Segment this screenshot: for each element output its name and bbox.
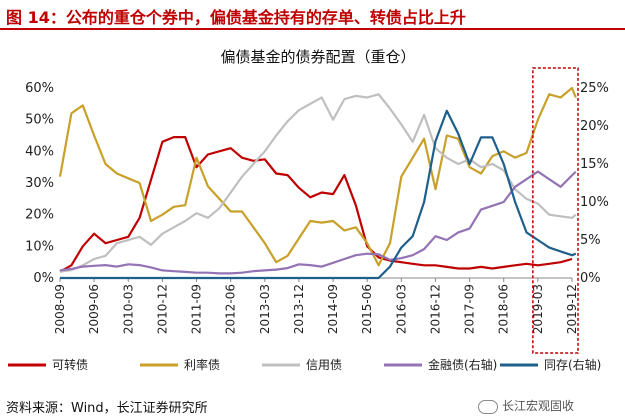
- legend: 可转债 利率债 信用债 金融债(右轴) 同存(右轴): [8, 357, 601, 372]
- y-right-tick-label: 10%: [580, 195, 609, 210]
- y-right-tick-label: 5%: [580, 233, 601, 248]
- y-left-tick-label: 50%: [25, 113, 54, 128]
- x-tick-label: 2010-12: [155, 284, 169, 334]
- wechat-icon: [478, 399, 498, 414]
- x-tick-label: 2013-03: [258, 284, 272, 334]
- y-left-tick-label: 60%: [25, 81, 54, 96]
- bond-allocation-chart: 偏债基金的债券配置（重仓） 0% 10% 20% 30% 40% 50% 60% 0% 5% 10…: [8, 48, 609, 372]
- y-left-tick-label: 30%: [25, 176, 54, 191]
- watermark: 长江宏观固收: [478, 397, 574, 414]
- series-line-financial: [59, 170, 577, 275]
- legend-label-credit: 信用债: [306, 358, 342, 372]
- series-lines: [58, 86, 577, 280]
- x-tick-label: 2017-09: [463, 284, 477, 334]
- x-tick-label: 2010-03: [121, 284, 135, 334]
- highlight-rect: [532, 67, 579, 354]
- y-left-tick-label: 0%: [33, 271, 54, 286]
- legend-label-ncd: 同存(右轴): [544, 357, 601, 372]
- title-divider: [0, 28, 625, 30]
- legend-label-convertible: 可转债: [52, 357, 88, 372]
- series-line-ncd: [60, 109, 577, 280]
- x-tick-label: 2016-03: [394, 284, 408, 334]
- axes: 0% 10% 20% 30% 40% 50% 60% 0% 5% 10% 15% 20% 25% 2008…: [25, 81, 609, 334]
- y-right-tick-label: 0%: [580, 271, 601, 286]
- x-tick-label: 2019-12: [565, 284, 579, 334]
- y-left-tick-label: 10%: [25, 239, 54, 254]
- figure-title: 图 14：公布的重仓个券中，偏债基金持有的存单、转债占比上升: [6, 8, 466, 27]
- x-tick-label: 2013-12: [292, 284, 306, 334]
- x-tick-label: 2016-12: [428, 284, 442, 334]
- legend-label-financial: 金融债(右轴): [428, 357, 497, 372]
- y-left-tick-label: 40%: [25, 144, 54, 159]
- y-right-tick-label: 15%: [580, 157, 609, 172]
- chart-title: 偏债基金的债券配置（重仓）: [220, 48, 415, 66]
- x-tick-label: 2019-03: [531, 284, 545, 334]
- legend-label-rate: 利率债: [184, 357, 220, 372]
- y-left-tick-label: 20%: [25, 208, 54, 223]
- watermark-text: 长江宏观固收: [502, 399, 575, 413]
- source-note: 资料来源：Wind，长江证券研究所: [6, 401, 208, 416]
- x-tick-label: 2009-06: [87, 284, 101, 334]
- y-right-tick-label: 20%: [580, 119, 609, 134]
- series-line-credit: [59, 93, 577, 273]
- x-tick-label: 2018-06: [497, 284, 511, 334]
- highlight-box: [532, 67, 579, 354]
- x-tick-label: 2015-06: [360, 284, 374, 334]
- x-tick-label: 2011-09: [190, 284, 204, 334]
- x-tick-label: 2008-09: [53, 284, 67, 334]
- x-tick-label: 2012-06: [224, 284, 238, 334]
- x-tick-label: 2014-09: [326, 284, 340, 334]
- y-right-tick-label: 25%: [580, 81, 609, 96]
- series-line-rate: [58, 86, 577, 267]
